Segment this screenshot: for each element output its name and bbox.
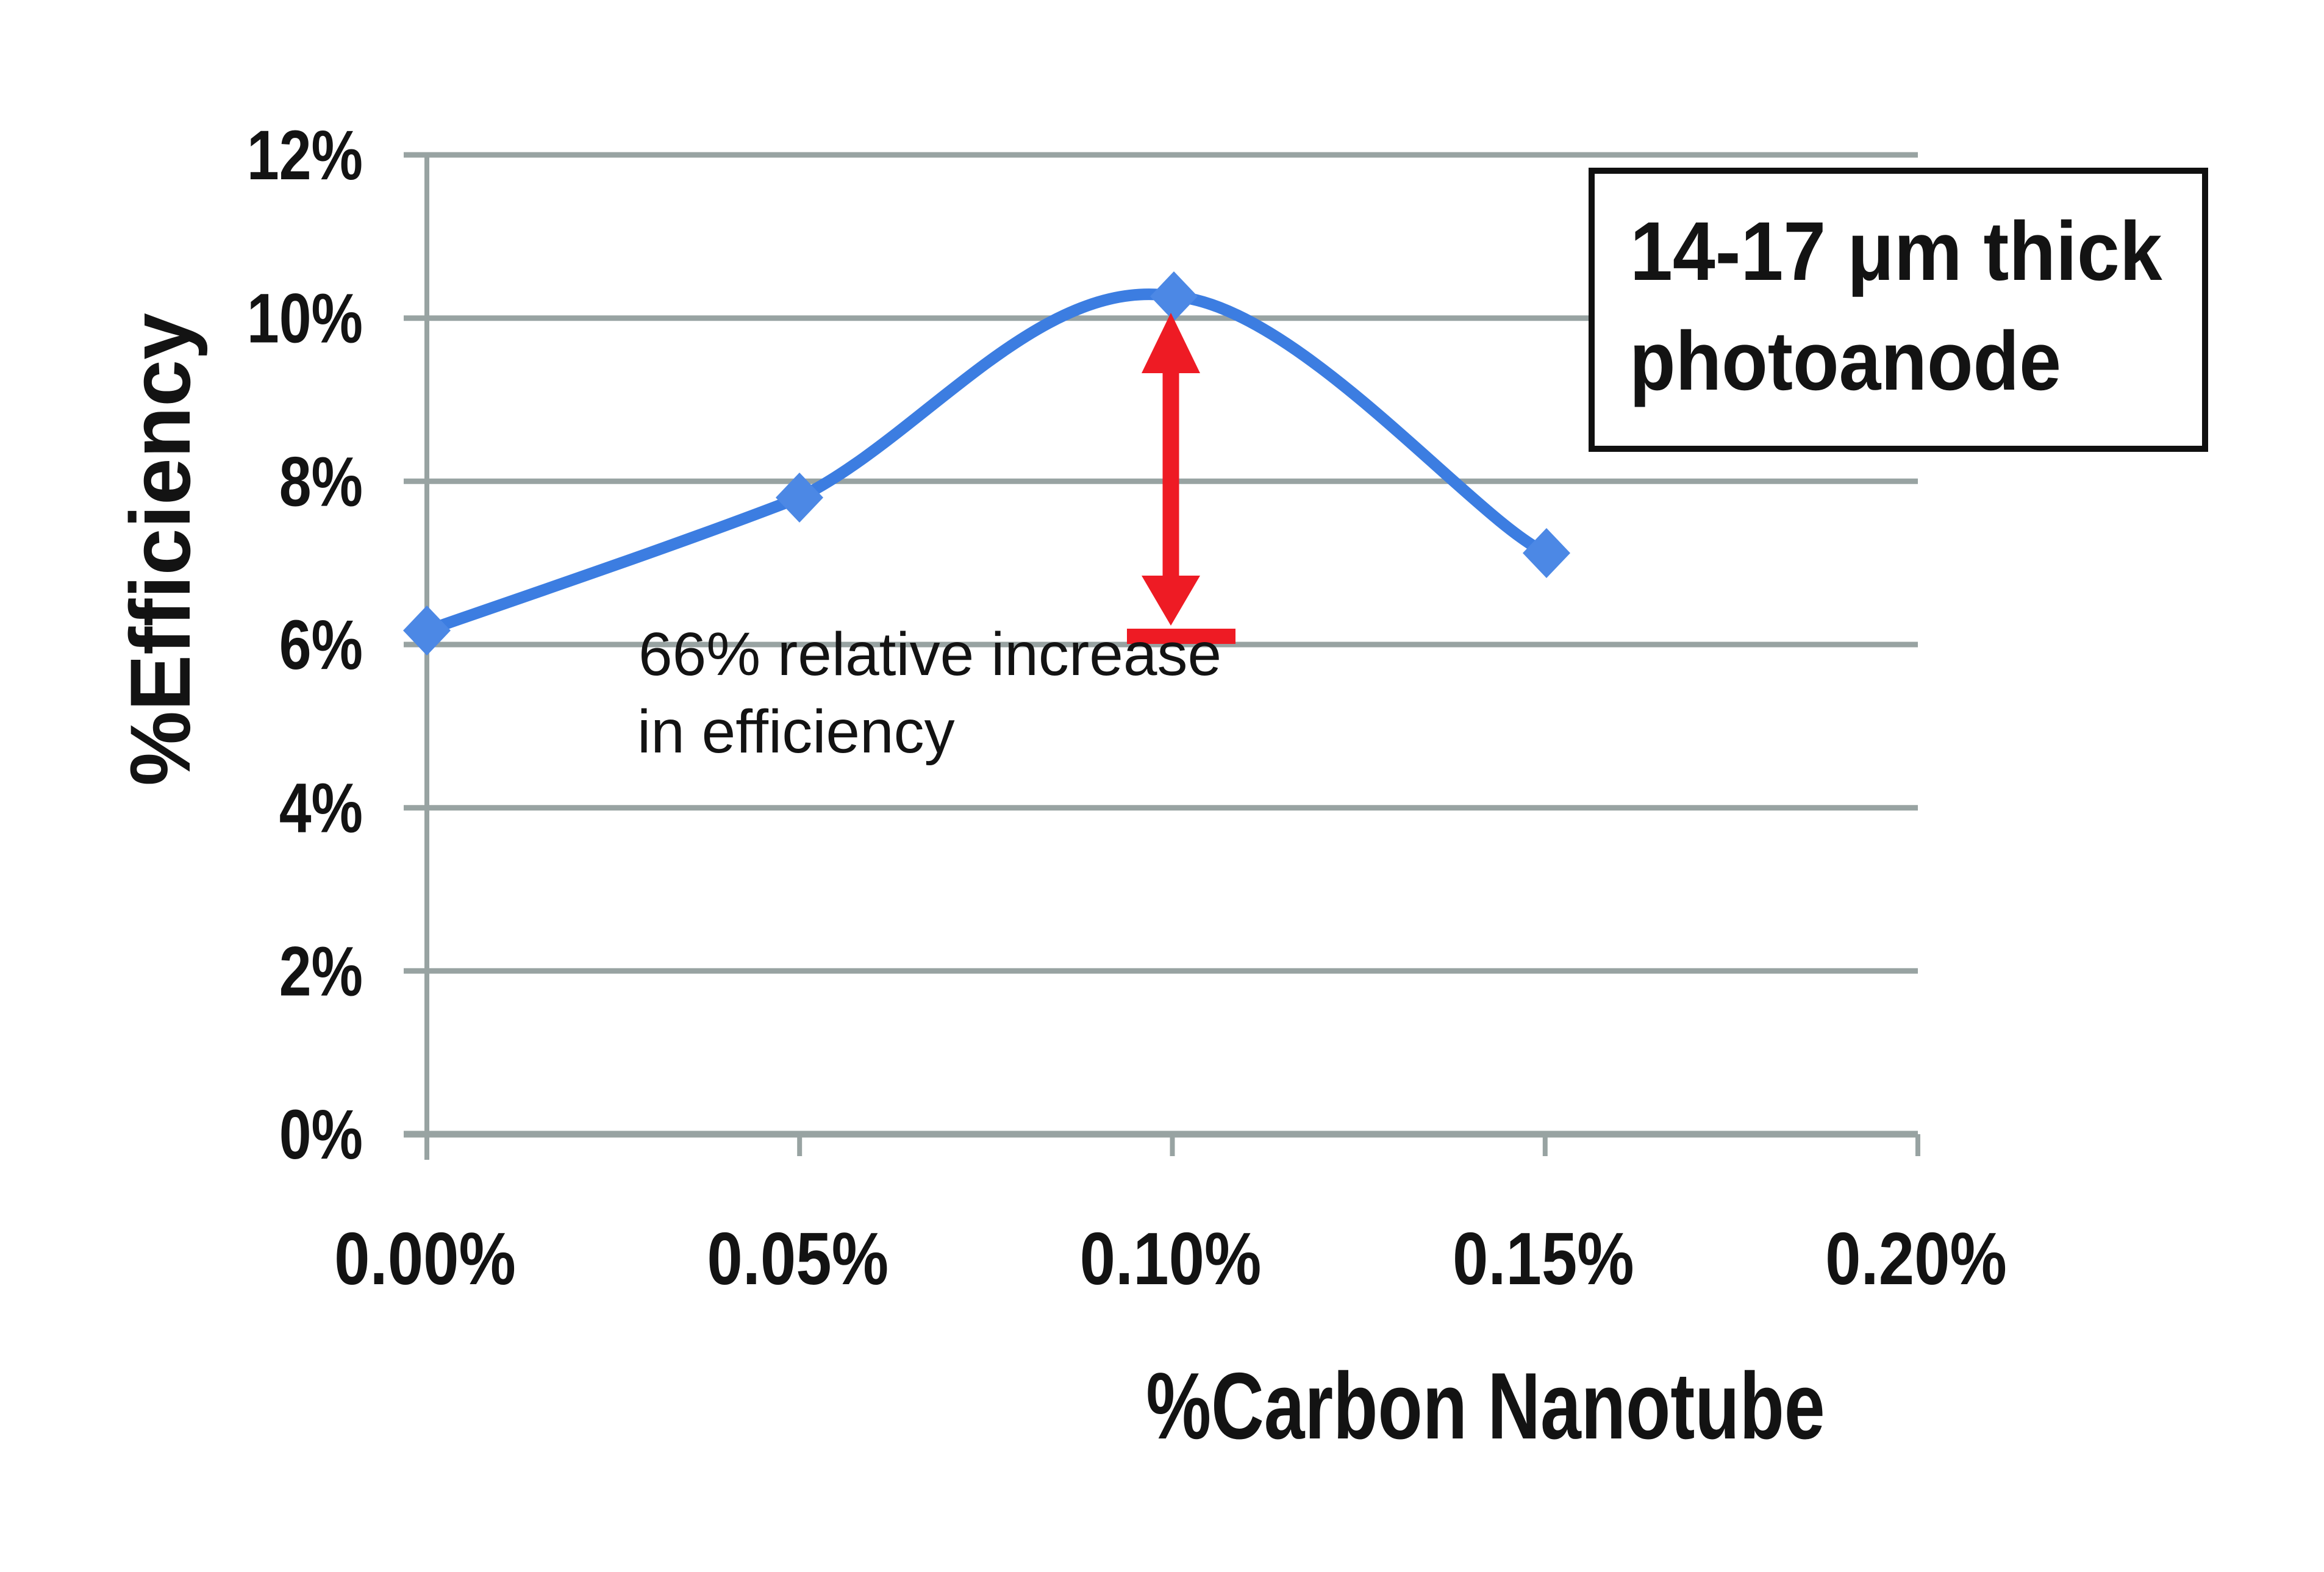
svg-text:2%: 2% — [279, 933, 363, 1011]
svg-text:66% relative increase: 66% relative increase — [638, 620, 1221, 688]
svg-text:8%: 8% — [279, 443, 363, 521]
svg-text:12%: 12% — [247, 117, 363, 195]
svg-text:0.05%: 0.05% — [707, 1218, 888, 1301]
svg-text:0%: 0% — [279, 1096, 363, 1174]
svg-text:6%: 6% — [279, 607, 363, 685]
svg-text:0.00%: 0.00% — [334, 1218, 516, 1301]
svg-text:0.15%: 0.15% — [1453, 1218, 1634, 1301]
svg-text:0.20%: 0.20% — [1825, 1218, 2007, 1301]
svg-text:%Efficiency: %Efficiency — [113, 313, 208, 786]
svg-text:4%: 4% — [279, 770, 363, 848]
svg-text:%Carbon Nanotube: %Carbon Nanotube — [1146, 1354, 1825, 1459]
svg-text:10%: 10% — [247, 280, 363, 358]
svg-text:14-17 μm thick: 14-17 μm thick — [1630, 204, 2163, 298]
svg-text:0.10%: 0.10% — [1080, 1218, 1262, 1301]
svg-text:in efficiency: in efficiency — [637, 698, 955, 766]
svg-text:photoanode: photoanode — [1629, 314, 2061, 407]
